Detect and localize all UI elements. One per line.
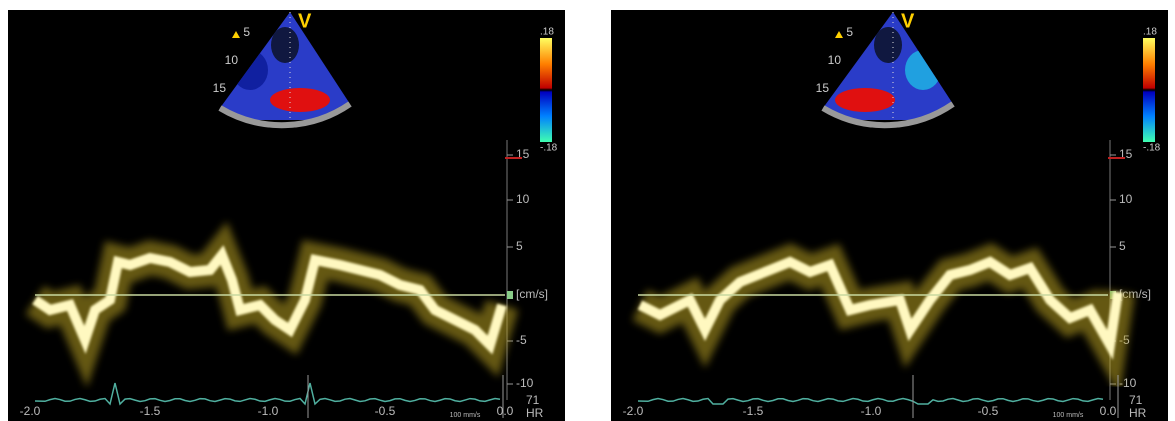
- baseline-handle: [507, 291, 513, 299]
- depth-label: 15: [213, 81, 227, 95]
- sweep-speed: 100 mm/s: [1053, 412, 1084, 419]
- ecg-trace: [34, 382, 501, 406]
- sweep-speed: 100 mm/s: [450, 412, 481, 419]
- velocity-tick-label: 10: [1119, 192, 1133, 206]
- time-tick-label: -1.0: [258, 404, 279, 418]
- spectrum-core: [32, 245, 507, 355]
- time-tick-label: -0.5: [978, 404, 999, 418]
- view-marker: V: [298, 10, 312, 32]
- flow-red: [835, 88, 895, 112]
- color-scale-max: .18: [540, 27, 554, 38]
- velocity-tick-label: -5: [516, 333, 527, 347]
- flow-dark: [271, 27, 299, 63]
- heart-rate-label: HR: [1129, 406, 1147, 420]
- orientation-marker: [232, 31, 240, 38]
- velocity-tick-label: 10: [516, 192, 530, 206]
- velocity-tick-label: -10: [516, 376, 534, 390]
- view-marker: V: [901, 10, 915, 32]
- sector-rim: [821, 101, 955, 129]
- time-tick-label: -1.0: [861, 404, 882, 418]
- time-tick-label: 0.0: [497, 404, 514, 418]
- flow-red: [270, 88, 330, 112]
- color-scale-bar: [540, 38, 552, 142]
- sector-rim: [218, 101, 352, 129]
- heart-rate-value: 71: [526, 393, 540, 407]
- velocity-tick-label: -10: [1119, 376, 1137, 390]
- depth-label: 15: [816, 81, 830, 95]
- velocity-unit: [cm/s]: [516, 287, 548, 301]
- color-scale-max: .18: [1143, 27, 1157, 38]
- time-tick-label: -2.0: [20, 404, 41, 418]
- depth-label: 10: [828, 53, 842, 67]
- depth-label: 5: [846, 25, 853, 39]
- depth-label: 10: [225, 53, 239, 67]
- heart-rate-label: HR: [526, 406, 544, 420]
- color-scale-min: -.18: [1143, 143, 1161, 154]
- ecg-trace: [637, 397, 1104, 405]
- velocity-tick-label: 15: [516, 147, 530, 161]
- ultrasound-panel: V 5 10 15 .18 -.18 15 10 5 -5 -10 [cm/s] -2.0 -1.5 -1.…: [8, 10, 565, 421]
- depth-label: 5: [243, 25, 250, 39]
- velocity-tick-label: 5: [516, 239, 523, 253]
- time-tick-label: 0.0: [1100, 404, 1117, 418]
- spectrum-core: [637, 256, 1123, 360]
- time-tick-label: -2.0: [623, 404, 644, 418]
- heart-rate-value: 71: [1129, 393, 1143, 407]
- color-scale-min: -.18: [540, 143, 558, 154]
- time-tick-label: -1.5: [140, 404, 161, 418]
- time-tick-label: -0.5: [375, 404, 396, 418]
- orientation-marker: [835, 31, 843, 38]
- velocity-tick-label: 15: [1119, 147, 1133, 161]
- velocity-tick-label: 5: [1119, 239, 1126, 253]
- color-scale-bar: [1143, 38, 1155, 142]
- time-tick-label: -1.5: [743, 404, 764, 418]
- flow-dark: [874, 27, 902, 63]
